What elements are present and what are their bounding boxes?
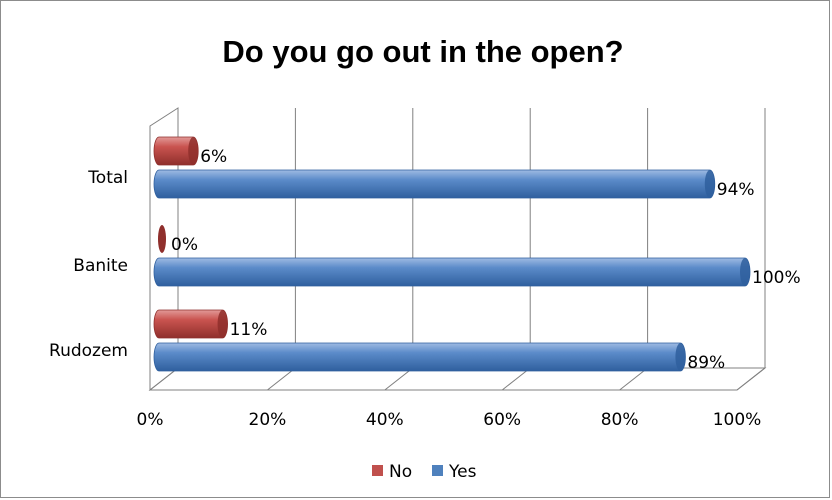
x-tick-label: 0%	[137, 410, 164, 430]
x-tick-label: 40%	[366, 410, 404, 430]
legend-label: Yes	[448, 462, 477, 482]
legend-swatch-yes	[432, 465, 443, 476]
gridlines	[267, 108, 766, 391]
data-label: 0%	[171, 235, 198, 255]
category-label: Banite	[73, 256, 128, 276]
data-label: 94%	[717, 180, 755, 200]
gridline-floor	[501, 367, 531, 391]
x-tick-label: 80%	[601, 410, 639, 430]
yes-bar-banite	[153, 257, 751, 287]
yes-bar-rudozem-cap	[675, 343, 686, 371]
gridline-floor	[736, 367, 766, 391]
gridline-floor	[267, 367, 296, 391]
data-label: 11%	[230, 320, 268, 340]
no-bar-total-cap	[188, 137, 199, 165]
no-bar-banite	[158, 225, 166, 253]
labels: 0% 20% 40% 60% 80% 100% Total 6% 94% Banite 0% 100%…	[49, 147, 801, 430]
yes-bar-total-cap	[704, 170, 715, 198]
data-label: 6%	[200, 147, 227, 167]
x-tick-label: 60%	[483, 410, 521, 430]
yes-bar-rudozem	[153, 342, 686, 372]
legend-swatch-no	[372, 465, 383, 476]
category-label: Rudozem	[49, 341, 128, 361]
category-label: Total	[87, 168, 128, 188]
legend: No Yes	[372, 462, 477, 482]
gridline-floor	[619, 367, 648, 391]
bars	[153, 136, 751, 372]
gridline-floor	[384, 367, 414, 391]
yes-bar-banite-cap	[740, 258, 750, 286]
no-bar-rudozem	[153, 309, 228, 339]
x-tick-label: 20%	[249, 410, 287, 430]
x-tick-label: 100%	[713, 410, 762, 430]
legend-label: No	[389, 462, 412, 482]
no-bar-rudozem-cap	[217, 310, 228, 338]
chart-title: Do you go out in the open?	[222, 34, 623, 69]
yes-bar-total	[153, 169, 716, 199]
data-label: 100%	[752, 268, 801, 288]
data-label: 89%	[687, 353, 725, 373]
